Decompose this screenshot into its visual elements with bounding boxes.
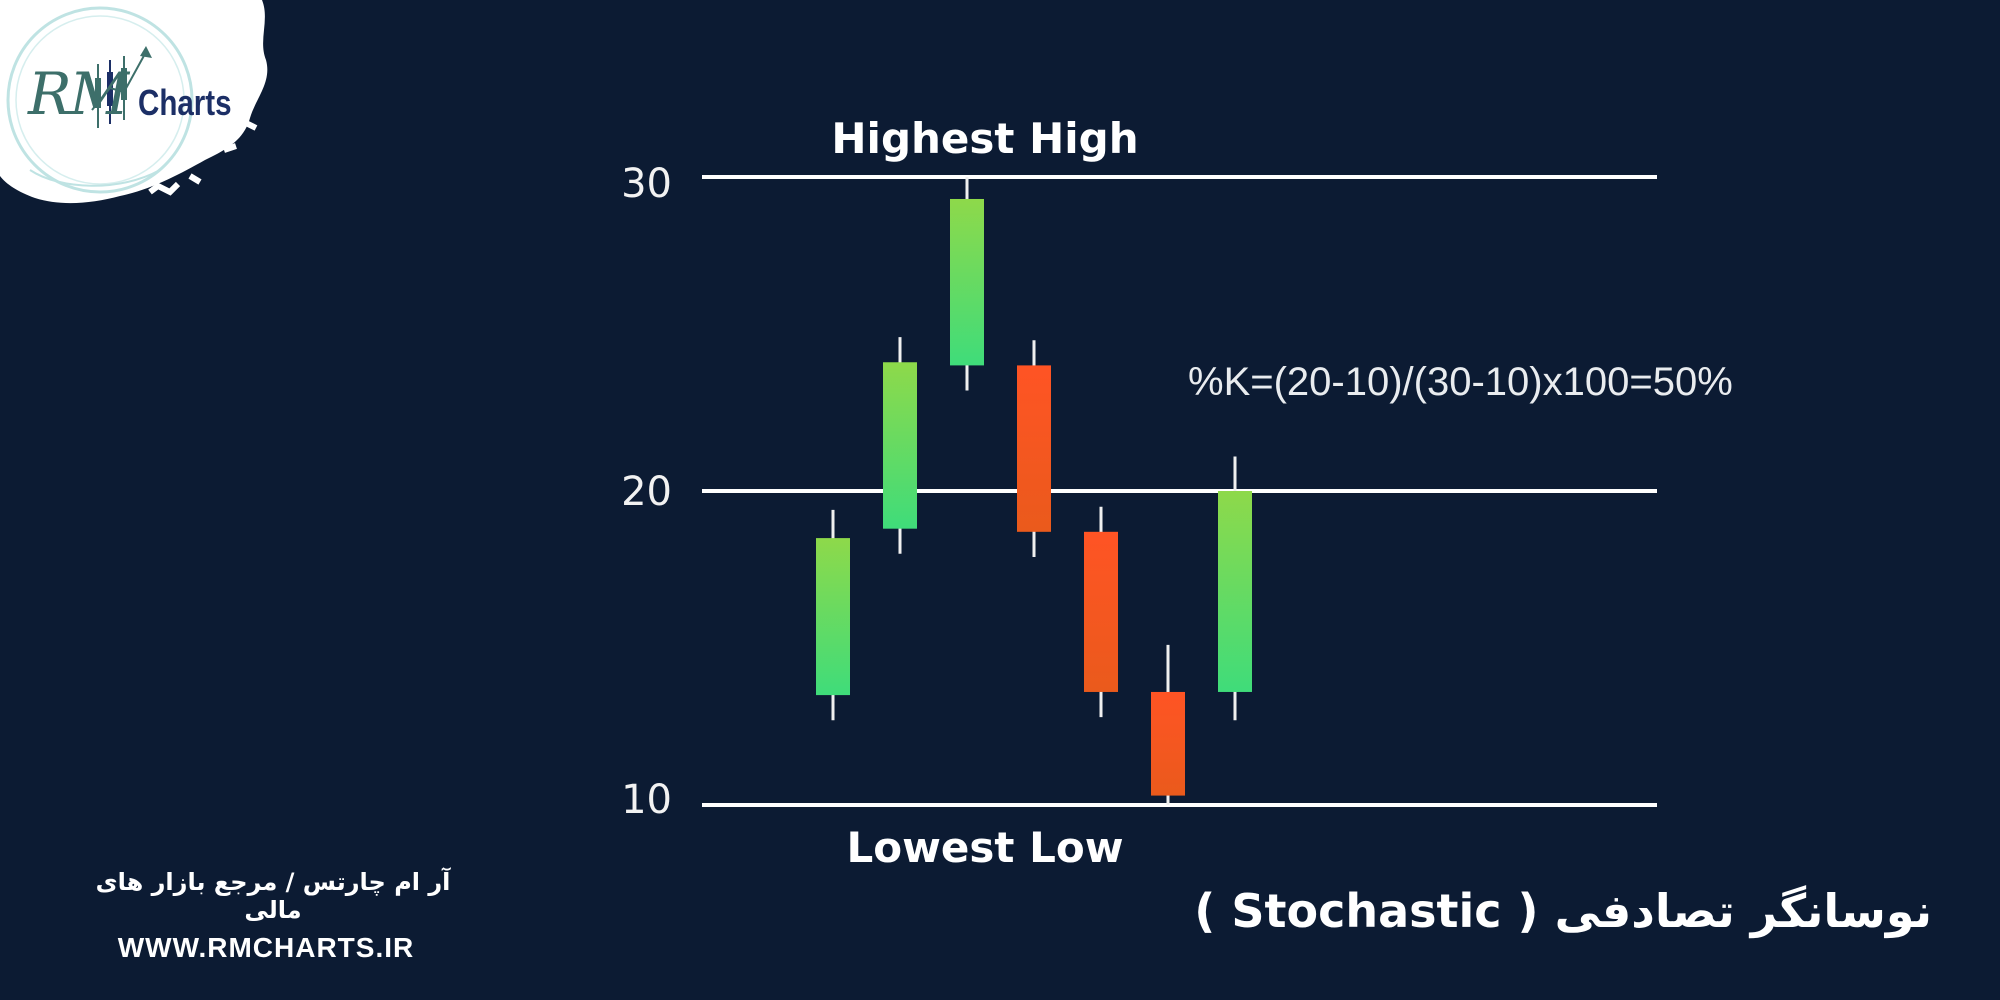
y-tick-label-20: 20 <box>621 469 672 515</box>
candle-7 <box>1218 456 1252 721</box>
footer-tagline: آر ام چارتس / مرجع بازار های مالی <box>95 868 451 924</box>
candle-4 <box>1017 340 1051 557</box>
logo-script-text: RM <box>28 60 129 128</box>
candle-body-up <box>1218 491 1252 692</box>
logo-word-text: Charts <box>138 82 232 123</box>
candle-body-up <box>950 198 984 366</box>
candle-body-down <box>1017 365 1051 532</box>
candle-body-down <box>1151 691 1185 796</box>
stochastic-formula-annotation: %K=(20-10)/(30-10)x100=50% <box>1188 360 1733 404</box>
candle-1 <box>816 509 850 721</box>
y-tick-label-10: 10 <box>621 777 672 823</box>
lowest-low-label: Lowest Low <box>846 823 1123 872</box>
candle-body-up <box>816 538 850 696</box>
page-title: نوسانگر تصادفی ( Stochastic ) <box>1194 884 1932 938</box>
candle-6 <box>1151 644 1185 805</box>
candle-body-down <box>1084 531 1118 692</box>
footer-website-url[interactable]: WWW.RMCHARTS.IR <box>117 932 415 963</box>
logo-splash-icon <box>0 0 268 204</box>
candle-2 <box>883 337 917 554</box>
highest-high-label: Highest High <box>831 114 1138 163</box>
candle-body-up <box>883 362 917 529</box>
candle-3 <box>950 177 984 391</box>
candle-5 <box>1084 506 1118 718</box>
y-tick-label-30: 30 <box>621 161 672 207</box>
brand-logo: RM Charts <box>0 0 280 215</box>
